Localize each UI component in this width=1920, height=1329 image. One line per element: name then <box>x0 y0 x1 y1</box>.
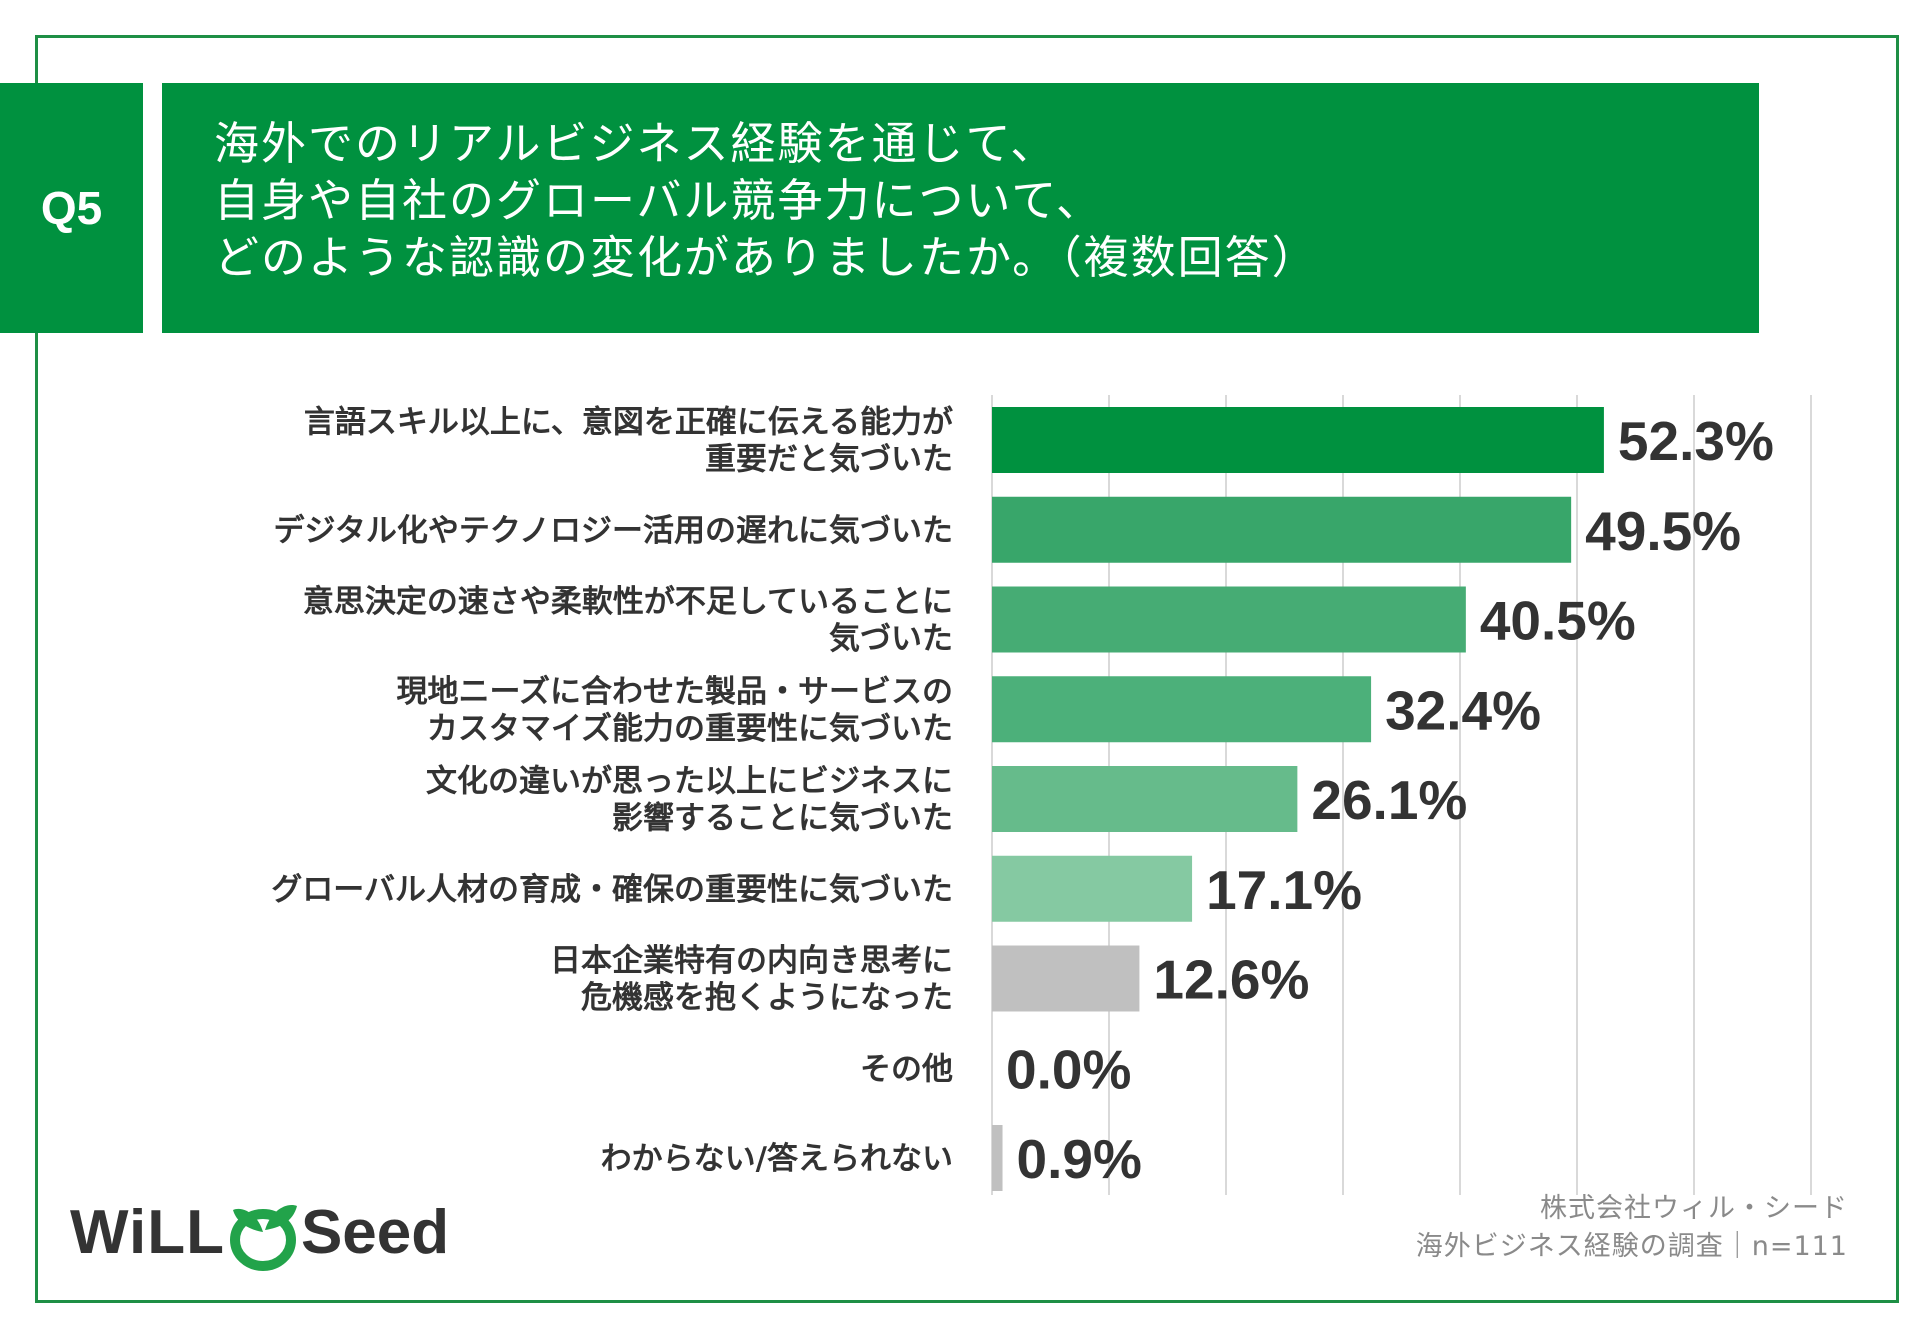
category-label: グローバル人材の育成・確保の重要性に気づいた <box>271 872 953 908</box>
category-label: 現地ニーズに合わせた製品・サービスの <box>397 674 953 710</box>
question-line-2: 自身や自社のグローバル競争力について、 <box>214 174 1103 227</box>
question-number: Q5 <box>40 182 103 234</box>
source-survey: 海外ビジネス経験の調査｜n=111 <box>1415 1231 1848 1262</box>
question-line-1: 海外でのリアルビジネス経験を通じて、 <box>214 117 1058 170</box>
logo-text-will: WiLL <box>70 1197 225 1267</box>
value-label: 52.3% <box>1618 410 1774 472</box>
source-note: 株式会社ウィル・シード 海外ビジネス経験の調査｜n=111 <box>1416 1190 1848 1266</box>
value-label: 0.0% <box>1006 1038 1131 1100</box>
category-labels: 言語スキル以上に、意図を正確に伝える能力が重要だと気づいたデジタル化やテクノロジ… <box>271 405 953 1178</box>
bar <box>992 586 1466 653</box>
category-label: 意思決定の速さや柔軟性が不足していることに <box>303 584 953 620</box>
question-line-3: どのような認識の変化がありましたか。（複数回答） <box>214 231 1319 284</box>
value-label: 40.5% <box>1480 590 1636 652</box>
bar <box>992 1125 1003 1191</box>
value-labels: 52.3% 49.5% 40.5% 32.4% 26.1% 17.1% 12.6% 0.0% 0… <box>1006 410 1774 1190</box>
category-label: その他 <box>860 1051 953 1087</box>
category-label: 危機感を抱くようになった <box>581 980 953 1016</box>
bar <box>992 766 1298 832</box>
category-label: 日本企業特有の内向き思考に <box>550 943 953 979</box>
category-label: わからない/答えられない <box>601 1141 953 1177</box>
value-label: 12.6% <box>1153 949 1309 1011</box>
source-company: 株式会社ウィル・シード <box>1540 1193 1848 1224</box>
category-label: 影響することに気づいた <box>612 801 953 837</box>
category-label: 文化の違いが思った以上にビジネスに <box>426 764 953 800</box>
bar <box>992 496 1572 563</box>
category-label: デジタル化やテクノロジー活用の遅れに気づいた <box>273 513 953 549</box>
logo-text-seed: Seed <box>300 1197 450 1267</box>
bars <box>992 407 1604 1191</box>
value-label: 49.5% <box>1585 500 1741 562</box>
bar <box>992 945 1140 1012</box>
category-label: 重要だと気づいた <box>705 442 953 478</box>
bar <box>992 855 1193 922</box>
seed-sprout-icon <box>229 1205 297 1271</box>
chart-frame <box>35 35 1899 1303</box>
value-label: 26.1% <box>1311 769 1467 831</box>
question-number-badge: Q5 <box>0 83 143 333</box>
category-label: 言語スキル以上に、意図を正確に伝える能力が <box>304 405 953 441</box>
bar <box>992 407 1604 473</box>
question-title-box: 海外でのリアルビジネス経験を通じて、 自身や自社のグローバル競争力について、 ど… <box>162 83 1759 333</box>
category-label: カスタマイズ能力の重要性に気づいた <box>427 711 953 747</box>
company-logo: WiLL Seed <box>70 1192 449 1272</box>
value-label: 32.4% <box>1385 679 1541 741</box>
bar <box>992 676 1372 743</box>
value-label: 0.9% <box>1017 1128 1142 1190</box>
category-label: 気づいた <box>829 621 953 657</box>
value-label: 17.1% <box>1206 859 1362 921</box>
